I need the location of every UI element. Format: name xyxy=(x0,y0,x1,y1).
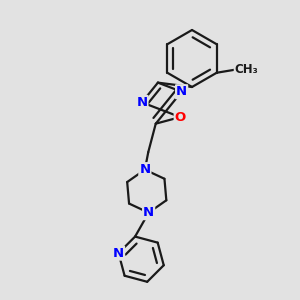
Text: N: N xyxy=(136,96,148,109)
Text: N: N xyxy=(143,206,154,219)
Text: N: N xyxy=(139,163,150,176)
Text: N: N xyxy=(176,85,187,98)
Text: O: O xyxy=(175,111,186,124)
Text: CH₃: CH₃ xyxy=(235,63,258,76)
Text: N: N xyxy=(113,247,124,260)
